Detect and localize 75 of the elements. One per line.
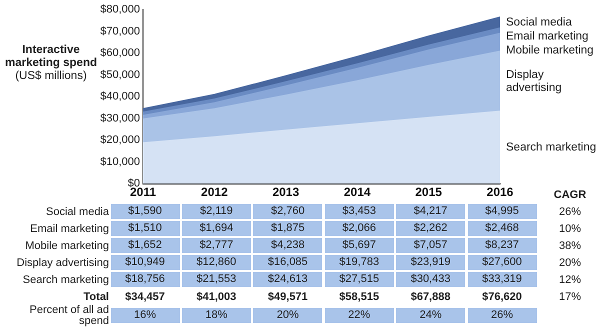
data-label: $24,613 <box>253 272 322 287</box>
text: Total <box>82 290 109 304</box>
data-label: $2,760 <box>253 204 322 219</box>
data-label: $4,995 <box>468 204 536 219</box>
data-label: $16,085 <box>253 255 322 270</box>
text: Social media <box>46 206 109 218</box>
data-label: $3,453 <box>324 204 394 219</box>
y-tick-label: $50,000 <box>100 68 140 81</box>
data-label: $12,860 <box>182 255 251 270</box>
text: 17% <box>558 290 582 304</box>
data-label: $33,319 <box>468 272 536 287</box>
series-label: Mobile marketing <box>506 44 594 57</box>
text: 16% <box>110 308 180 323</box>
text: Search marketing <box>22 274 109 286</box>
series-label: Display advertising <box>506 68 562 94</box>
text: $49,571 <box>266 290 309 304</box>
data-label: $27,515 <box>324 272 394 287</box>
x-tick-label: 2013 <box>272 185 300 200</box>
y-tick-label: $20,000 <box>100 134 140 146</box>
text: $58,515 <box>338 290 380 304</box>
text: Display advertising <box>16 257 109 269</box>
series-label: Search marketing <box>506 142 596 154</box>
text: 26% <box>558 205 582 219</box>
data-label: $1,652 <box>110 238 180 253</box>
data-label: $4,217 <box>396 204 466 219</box>
data-label: $19,783 <box>324 255 394 270</box>
data-label: $10,949 <box>110 255 180 270</box>
data-label: $23,919 <box>396 255 466 270</box>
text: 12% <box>558 273 582 287</box>
data-label: $1,694 <box>182 221 251 236</box>
text: 26% <box>468 308 536 323</box>
text: Percent of all ad spend <box>28 304 109 327</box>
text: 22% <box>324 308 394 323</box>
text: 20% <box>253 308 322 323</box>
data-label: $1,510 <box>110 221 180 236</box>
text: $76,620 <box>481 290 523 304</box>
text: $41,003 <box>196 290 238 304</box>
data-label: $5,697 <box>324 238 394 253</box>
y-tick-label: $80,000 <box>100 4 140 16</box>
text: 38% <box>558 239 582 253</box>
series-label: Social media <box>506 16 572 29</box>
x-tick-label: 2015 <box>415 185 442 200</box>
data-label: $2,262 <box>396 221 466 236</box>
y-tick-label: $40,000 <box>100 90 140 103</box>
x-tick-label: 2014 <box>344 185 371 200</box>
data-label: $2,468 <box>468 221 536 236</box>
series-label: Email marketing <box>506 30 588 43</box>
data-label: $1,590 <box>110 204 180 219</box>
data-label: $18,756 <box>110 272 180 287</box>
text: 18% <box>182 308 251 323</box>
data-label: $4,238 <box>253 238 322 253</box>
text: Email marketing <box>30 223 109 235</box>
data-label: $7,057 <box>396 238 466 253</box>
text: 24% <box>396 308 466 323</box>
text: $34,457 <box>124 290 166 304</box>
data-label: $27,600 <box>468 255 536 270</box>
x-tick-label: 2016 <box>486 185 514 200</box>
text: 20% <box>558 256 582 270</box>
data-label: $2,119 <box>182 204 251 219</box>
text: CAGR <box>552 188 588 202</box>
text: $67,888 <box>410 290 452 304</box>
data-label: $1,875 <box>253 221 322 236</box>
data-label: $30,433 <box>396 272 466 287</box>
data-label: $21,553 <box>182 272 251 287</box>
y-tick-label: $60,000 <box>100 47 140 60</box>
text: 10% <box>558 222 582 236</box>
data-label: $2,066 <box>324 221 394 236</box>
y-axis-title: Interactive marketing spend (US$ millions) <box>4 44 98 83</box>
y-tick-label: $30,000 <box>100 112 140 124</box>
text: Mobile marketing <box>25 240 109 252</box>
x-tick-label: 2012 <box>201 185 228 200</box>
data-label: $8,237 <box>468 238 536 253</box>
y-tick-label: $70,000 <box>100 25 140 38</box>
data-label: $2,777 <box>182 238 251 253</box>
y-tick-label: $10,000 <box>100 156 140 168</box>
